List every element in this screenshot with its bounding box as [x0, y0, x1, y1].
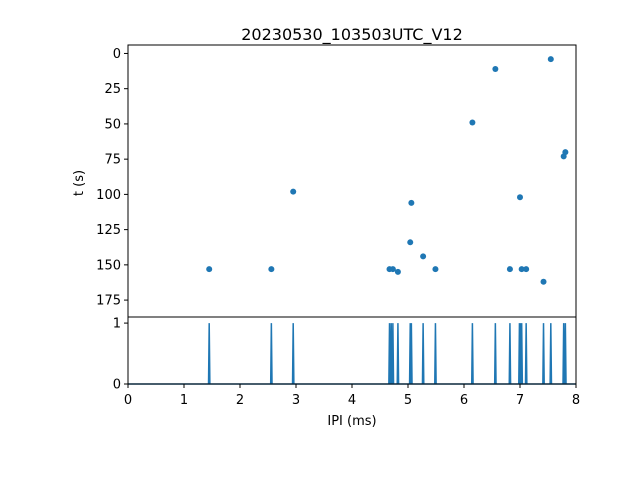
scatter-point: [290, 188, 297, 195]
chart-title: 20230530_103503UTC_V12: [241, 25, 463, 45]
scatter-point: [518, 266, 525, 273]
x-tick-label: 8: [572, 393, 580, 408]
scatter-y-tick-label: 75: [104, 153, 121, 168]
scatter-point: [408, 199, 415, 206]
x-tick-label: 3: [292, 393, 300, 408]
scatter-point: [407, 239, 414, 246]
scatter-y-tick-label: 125: [96, 223, 121, 238]
scatter-point: [562, 149, 569, 156]
scatter-point: [540, 278, 547, 285]
scatter-point: [432, 266, 439, 273]
scatter-point: [389, 266, 396, 273]
x-tick-label: 5: [404, 393, 412, 408]
scatter-points: [206, 56, 569, 285]
x-tick-label: 0: [124, 393, 132, 408]
scatter-y-tick-label: 100: [96, 188, 121, 203]
scatter-point: [268, 266, 275, 273]
spike-x-ticks: 0 1 2 3 4 5 6 7 8: [124, 384, 580, 408]
scatter-point: [523, 266, 530, 273]
x-tick-label: 6: [460, 393, 468, 408]
x-tick-label: 2: [236, 393, 244, 408]
scatter-point: [492, 65, 499, 72]
scatter-point: [506, 266, 513, 273]
scatter-point: [547, 56, 554, 63]
spike-axes-frame: [127, 316, 577, 385]
scatter-point: [469, 119, 476, 126]
scatter-point: [394, 268, 401, 275]
scatter-y-tick-label: 175: [96, 294, 121, 309]
x-tick-label: 7: [516, 393, 524, 408]
scatter-y-tick-label: 50: [104, 117, 121, 132]
scatter-point: [517, 194, 523, 201]
spike-y-tick-label: 1: [113, 317, 121, 332]
spike-y-tick-label: 0: [113, 378, 121, 393]
x-tick-label: 4: [348, 393, 356, 408]
scatter-y-axis-label: t (s): [72, 170, 87, 196]
scatter-y-tick-label: 0: [113, 47, 121, 62]
scatter-panel: 20230530_103503UTC_V12 0 25 50 75 100 125 150 1…: [72, 25, 577, 318]
x-axis-label: IPI (ms): [327, 414, 376, 429]
scatter-point: [206, 266, 213, 273]
scatter-point: [420, 253, 427, 260]
spike-y-ticks: 01: [113, 317, 128, 393]
scatter-y-tick-label: 25: [104, 82, 121, 97]
scatter-y-ticks: 0 25 50 75 100 125 150 175: [96, 47, 128, 309]
x-tick-label: 1: [180, 393, 188, 408]
scatter-y-tick-label: 150: [96, 258, 121, 273]
